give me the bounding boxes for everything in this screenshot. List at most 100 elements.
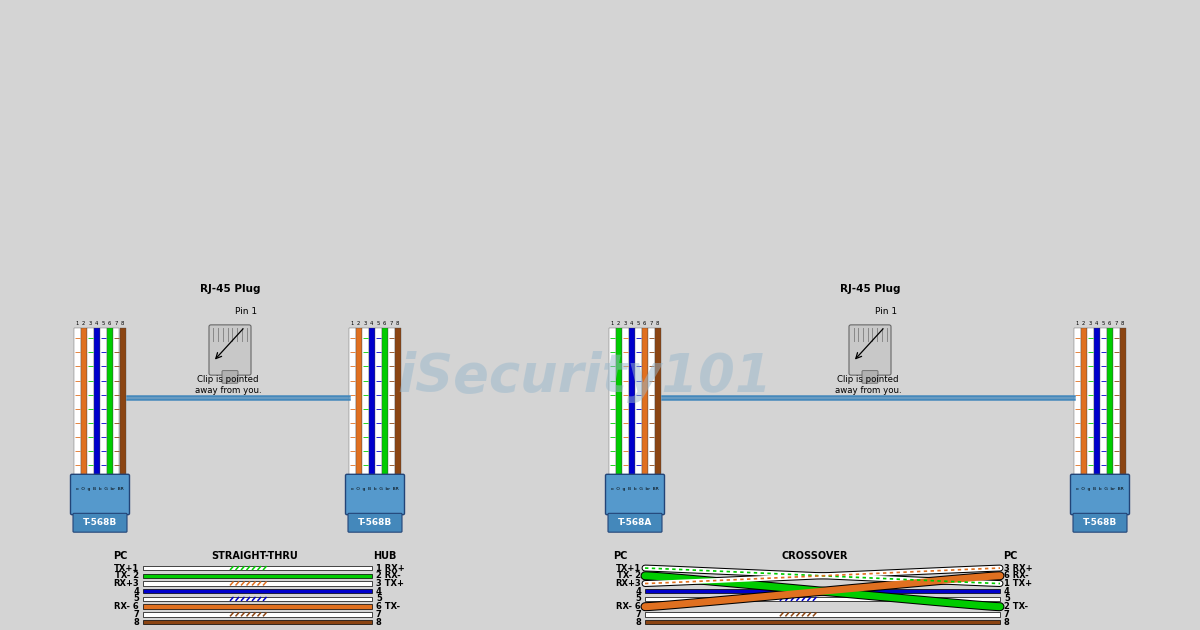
Bar <box>362 328 368 476</box>
FancyBboxPatch shape <box>608 513 662 532</box>
Bar <box>80 328 88 476</box>
FancyBboxPatch shape <box>73 513 127 532</box>
Bar <box>646 589 1000 593</box>
Text: 7: 7 <box>376 610 382 619</box>
Text: T-568B: T-568B <box>1082 518 1117 527</box>
Text: o  O  g  B  b  G  br  BR: o O g B b G br BR <box>611 487 659 491</box>
Text: 1 TX+: 1 TX+ <box>1004 579 1032 588</box>
Bar <box>1093 328 1100 476</box>
Bar <box>382 328 388 476</box>
FancyBboxPatch shape <box>209 325 251 375</box>
Bar <box>1100 328 1106 476</box>
Text: 2: 2 <box>617 321 620 326</box>
Text: 7: 7 <box>390 321 392 326</box>
Bar <box>349 328 355 476</box>
FancyBboxPatch shape <box>346 474 404 515</box>
Text: 5: 5 <box>636 321 640 326</box>
Text: 6: 6 <box>643 321 647 326</box>
Text: 1 RX+: 1 RX+ <box>376 564 404 573</box>
Bar <box>143 620 372 624</box>
FancyBboxPatch shape <box>862 370 878 383</box>
Text: 3: 3 <box>1088 321 1092 326</box>
Text: RJ-45 Plug: RJ-45 Plug <box>840 284 900 294</box>
Text: iSecurity101: iSecurity101 <box>397 351 773 403</box>
Text: RX+3: RX+3 <box>616 579 641 588</box>
Text: Clip is pointed
away from you.: Clip is pointed away from you. <box>194 375 262 394</box>
Text: CROSSOVER: CROSSOVER <box>781 551 848 561</box>
Text: 7: 7 <box>133 610 139 619</box>
Text: T-568B: T-568B <box>358 518 392 527</box>
FancyBboxPatch shape <box>1073 513 1127 532</box>
Text: 1: 1 <box>1075 321 1079 326</box>
Bar <box>395 328 401 476</box>
FancyBboxPatch shape <box>348 513 402 532</box>
Bar <box>113 328 120 476</box>
Text: RX+3: RX+3 <box>113 579 139 588</box>
FancyBboxPatch shape <box>850 325 890 375</box>
Text: RX- 6: RX- 6 <box>114 602 139 611</box>
Text: 5: 5 <box>1004 595 1010 604</box>
Text: STRAIGHT-THRU: STRAIGHT-THRU <box>211 551 299 561</box>
Text: TX+1: TX+1 <box>616 564 641 573</box>
Text: 8: 8 <box>396 321 400 326</box>
FancyBboxPatch shape <box>222 370 238 383</box>
Text: 4: 4 <box>635 587 641 596</box>
Text: 8: 8 <box>133 617 139 627</box>
Bar <box>143 597 372 601</box>
Text: 1: 1 <box>350 321 354 326</box>
Bar <box>610 328 616 476</box>
Text: 6: 6 <box>108 321 112 326</box>
Bar <box>74 328 80 476</box>
Text: 4: 4 <box>370 321 373 326</box>
Text: TX- 2: TX- 2 <box>617 571 641 580</box>
Text: 3 RX+: 3 RX+ <box>1004 564 1033 573</box>
Bar <box>1080 328 1087 476</box>
Text: 7: 7 <box>649 321 653 326</box>
Text: 2 TX-: 2 TX- <box>1004 602 1028 611</box>
Bar <box>88 328 94 476</box>
FancyBboxPatch shape <box>606 474 665 515</box>
Text: T-568B: T-568B <box>83 518 118 527</box>
Text: 5: 5 <box>377 321 380 326</box>
Bar <box>368 328 374 476</box>
Text: 2: 2 <box>358 321 360 326</box>
Text: 1: 1 <box>76 321 79 326</box>
Text: o  O  g  B  b  G  br  BR: o O g B b G br BR <box>1076 487 1124 491</box>
Text: 4: 4 <box>133 587 139 596</box>
Bar <box>1114 328 1120 476</box>
Bar <box>1074 328 1080 476</box>
Bar <box>646 597 1000 601</box>
Text: 8: 8 <box>1004 617 1009 627</box>
Bar <box>120 328 126 476</box>
Text: 4: 4 <box>376 587 382 596</box>
Text: 6 RX-: 6 RX- <box>1004 571 1028 580</box>
Text: PC: PC <box>113 551 127 561</box>
Text: 3: 3 <box>364 321 367 326</box>
Text: 3: 3 <box>89 321 92 326</box>
Text: 5: 5 <box>635 595 641 604</box>
Bar <box>143 573 372 578</box>
Text: o  O  g  B  b  G  br  BR: o O g B b G br BR <box>76 487 124 491</box>
Text: 4: 4 <box>1004 587 1010 596</box>
Bar <box>355 328 362 476</box>
Text: 6: 6 <box>383 321 386 326</box>
Text: 5: 5 <box>133 595 139 604</box>
Bar <box>143 566 372 570</box>
Text: 8: 8 <box>656 321 660 326</box>
Text: o  O  g  B  b  G  br  BR: o O g B b G br BR <box>352 487 398 491</box>
Bar <box>143 589 372 593</box>
Text: 6: 6 <box>1108 321 1111 326</box>
Bar <box>1120 328 1126 476</box>
Text: 7: 7 <box>1004 610 1009 619</box>
Bar <box>622 328 629 476</box>
Bar <box>143 604 372 609</box>
Bar <box>94 328 100 476</box>
Text: 2: 2 <box>1082 321 1086 326</box>
Text: 7: 7 <box>635 610 641 619</box>
Text: 8: 8 <box>635 617 641 627</box>
Text: RX- 6: RX- 6 <box>617 602 641 611</box>
Bar <box>388 328 395 476</box>
Bar <box>143 581 372 586</box>
Bar <box>616 328 622 476</box>
Text: 3 TX+: 3 TX+ <box>376 579 404 588</box>
